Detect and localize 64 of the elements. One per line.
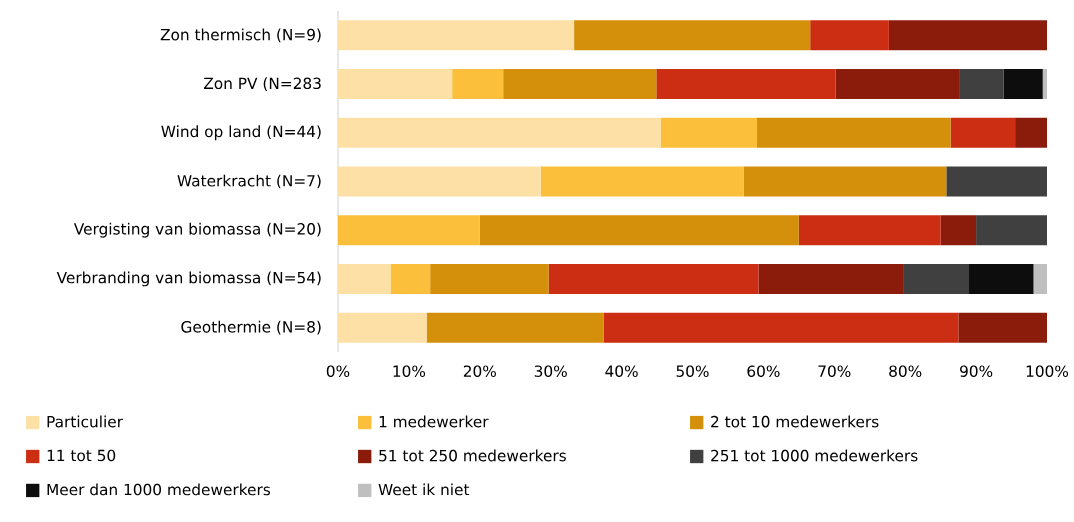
bar	[660, 117, 758, 148]
legend-label: Meer dan 1000 medewerkers	[47, 483, 271, 496]
bar	[656, 69, 836, 100]
bar	[798, 215, 941, 246]
x-tick-label: 80%	[889, 365, 922, 377]
bar	[338, 117, 661, 148]
bar	[1033, 263, 1047, 294]
bar	[479, 215, 799, 246]
bar	[958, 312, 1047, 343]
bar	[338, 263, 391, 294]
bar	[940, 215, 977, 246]
bar	[338, 312, 427, 343]
bar	[959, 69, 1004, 100]
legend-label: 251 tot 1000 medewerkers	[711, 449, 918, 462]
legend-label: 11 tot 50	[47, 449, 116, 462]
bar	[946, 166, 1047, 197]
bar	[548, 263, 759, 294]
x-tick-label: 90%	[960, 365, 993, 377]
bar	[338, 215, 480, 246]
y-tick-label: Wind op land (N=44)	[161, 125, 321, 141]
bar	[976, 215, 1047, 246]
x-tick-label: 20%	[463, 365, 496, 377]
bar	[426, 312, 604, 343]
legend-label: Weet ik niet	[378, 483, 470, 496]
bar	[950, 117, 1016, 148]
x-tick-label: 100%	[1026, 365, 1069, 377]
bar	[1003, 69, 1043, 100]
legend-label: Particulier	[47, 415, 123, 428]
bar	[574, 20, 811, 51]
bar	[969, 263, 1034, 294]
x-tick-label: 60%	[747, 365, 780, 377]
legend-label: 2 tot 10 medewerkers	[711, 415, 879, 428]
bar	[452, 69, 504, 100]
bar	[338, 166, 541, 197]
y-tick-label: Zon thermisch (N=9)	[160, 28, 321, 43]
bar	[430, 263, 549, 294]
bar	[338, 20, 575, 51]
bar	[888, 20, 1047, 51]
bar	[743, 166, 947, 197]
x-tick-label: 50%	[676, 365, 709, 377]
x-tick-label: 30%	[534, 365, 567, 377]
legend-label: 1 medewerker	[379, 415, 489, 428]
legend-label: 51 tot 250 medewerkers	[379, 449, 566, 462]
x-tick-label: 0%	[326, 365, 350, 377]
y-tick-label: Waterkracht (N=7)	[177, 174, 321, 189]
x-tick-label: 10%	[393, 365, 426, 377]
bar	[758, 263, 904, 294]
bar	[1042, 69, 1047, 100]
bar	[503, 69, 657, 100]
bar	[390, 263, 431, 294]
bar	[835, 69, 960, 100]
bar	[540, 166, 744, 197]
y-tick-label: Zon PV (N=283	[203, 77, 321, 91]
bar	[757, 117, 951, 148]
y-tick-label: Geothermie (N=8)	[181, 320, 321, 335]
y-tick-label: Verbranding van biomassa (N=54)	[56, 271, 321, 287]
x-tick-label: 70%	[818, 365, 851, 377]
bar	[1015, 117, 1047, 148]
bar	[603, 312, 959, 343]
bar	[903, 263, 970, 294]
bar	[338, 69, 453, 100]
y-tick-label: Vergisting van biomassa (N=20)	[73, 222, 321, 238]
bar	[810, 20, 889, 51]
x-tick-label: 40%	[605, 365, 638, 377]
